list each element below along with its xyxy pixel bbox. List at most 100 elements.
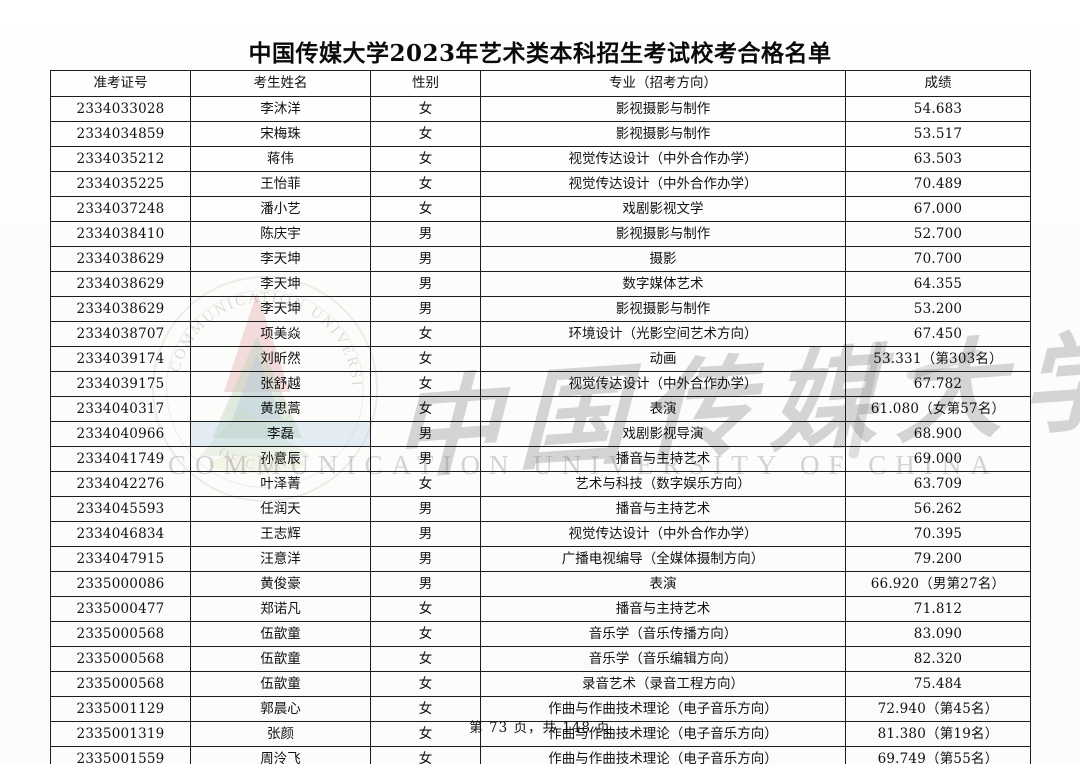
cell-admission-id: 2334038629: [50, 296, 191, 322]
table-row: 2335001559 周泠飞女作曲与作曲技术理论（电子音乐方向） 69.749（第5…: [50, 746, 1031, 764]
cell-score: 52.700: [845, 221, 1031, 247]
table-row: 2334038707 项美焱女环境设计（光影空间艺术方向） 67.450: [50, 321, 1031, 347]
cell-gender: 男: [370, 246, 481, 272]
cell-gender: 女: [370, 596, 481, 622]
cell-major: 播音与主持艺术: [480, 596, 846, 622]
cell-major: 戏剧影视文学: [480, 196, 846, 222]
cell-candidate-name: 孙意辰: [190, 446, 371, 472]
cell-admission-id: 2334040317: [50, 396, 191, 422]
cell-candidate-name: 陈庆宇: [190, 221, 371, 247]
cell-major: 音乐学（音乐编辑方向）: [480, 646, 846, 672]
cell-admission-id: 2334035212: [50, 146, 191, 172]
cell-admission-id: 2335000086: [50, 571, 191, 597]
cell-gender: 女: [370, 171, 481, 197]
table-row: 2335000086 黄俊豪男表演 66.920（男第27名）: [50, 571, 1031, 597]
cell-gender: 女: [370, 196, 481, 222]
cell-major: 影视摄影与制作: [480, 96, 846, 122]
cell-gender: 男: [370, 546, 481, 572]
table-row: 2334039175 张舒越女视觉传达设计（中外合作办学） 67.782: [50, 371, 1031, 397]
cell-major: 戏剧影视导演: [480, 421, 846, 447]
table-header: 准考证号 考生姓名 性别 专业（招考方向） 成绩: [50, 70, 1031, 97]
cell-candidate-name: 周泠飞: [190, 746, 371, 764]
cell-candidate-name: 李天坤: [190, 246, 371, 272]
cell-candidate-name: 郑诺凡: [190, 596, 371, 622]
cell-major: 艺术与科技（数字娱乐方向）: [480, 471, 846, 497]
cell-score: 70.395: [845, 521, 1031, 547]
table-row: 2334040966 李磊男戏剧影视导演 68.900: [50, 421, 1031, 447]
cell-major: 视觉传达设计（中外合作办学）: [480, 521, 846, 547]
table-row: 2334042276 叶泽菁女艺术与科技（数字娱乐方向） 63.709: [50, 471, 1031, 497]
cell-admission-id: 2334037248: [50, 196, 191, 222]
cell-admission-id: 2335000477: [50, 596, 191, 622]
cell-major: 数字媒体艺术: [480, 271, 846, 297]
cell-score: 56.262: [845, 496, 1031, 522]
cell-major: 动画: [480, 346, 846, 372]
table-row: 2334038410 陈庆宇男影视摄影与制作 52.700: [50, 221, 1031, 247]
cell-gender: 女: [370, 96, 481, 122]
cell-candidate-name: 伍歆童: [190, 671, 371, 697]
cell-admission-id: 2334035225: [50, 171, 191, 197]
cell-admission-id: 2334033028: [50, 96, 191, 122]
cell-gender: 男: [370, 446, 481, 472]
cell-score: 68.900: [845, 421, 1031, 447]
cell-gender: 男: [370, 496, 481, 522]
cell-score: 70.489: [845, 171, 1031, 197]
cell-score: 66.920（男第27名）: [845, 571, 1031, 597]
cell-score: 61.080（女第57名）: [845, 396, 1031, 422]
cell-major: 影视摄影与制作: [480, 121, 846, 147]
cell-admission-id: 2334038707: [50, 321, 191, 347]
cell-gender: 女: [370, 146, 481, 172]
cell-candidate-name: 张舒越: [190, 371, 371, 397]
cell-score: 69.000: [845, 446, 1031, 472]
roster-table: 准考证号 考生姓名 性别 专业（招考方向） 成绩 2334033028 李沐洋女影…: [50, 70, 1031, 764]
table-body: 2334033028 李沐洋女影视摄影与制作 54.683 2334034859 宋梅珠…: [50, 96, 1031, 764]
cell-admission-id: 2334042276: [50, 471, 191, 497]
cell-gender: 男: [370, 571, 481, 597]
cell-score: 71.812: [845, 596, 1031, 622]
cell-gender: 男: [370, 271, 481, 297]
table-row: 2335000477 郑诺凡女播音与主持艺术 71.812: [50, 596, 1031, 622]
cell-admission-id: 2334046834: [50, 521, 191, 547]
cell-candidate-name: 李沐洋: [190, 96, 371, 122]
table-row: 2335000568 伍歆童女录音艺术（录音工程方向） 75.484: [50, 671, 1031, 697]
cell-gender: 男: [370, 521, 481, 547]
column-header-id: 准考证号: [50, 70, 191, 97]
cell-score: 67.450: [845, 321, 1031, 347]
cell-admission-id: 2334047915: [50, 546, 191, 572]
cell-major: 录音艺术（录音工程方向）: [480, 671, 846, 697]
cell-admission-id: 2334038410: [50, 221, 191, 247]
cell-candidate-name: 伍歆童: [190, 646, 371, 672]
cell-score: 63.503: [845, 146, 1031, 172]
cell-candidate-name: 黄俊豪: [190, 571, 371, 597]
cell-candidate-name: 叶泽菁: [190, 471, 371, 497]
table-row: 2334038629 李天坤男摄影 70.700: [50, 246, 1031, 272]
cell-score: 82.320: [845, 646, 1031, 672]
cell-score: 54.683: [845, 96, 1031, 122]
cell-candidate-name: 汪意洋: [190, 546, 371, 572]
cell-gender: 女: [370, 321, 481, 347]
cell-admission-id: 2335000568: [50, 646, 191, 672]
cell-gender: 女: [370, 121, 481, 147]
table-row: 2334039174 刘昕然女动画 53.331（第303名）: [50, 346, 1031, 372]
cell-major: 视觉传达设计（中外合作办学）: [480, 146, 846, 172]
cell-gender: 女: [370, 671, 481, 697]
table-row: 2334035225 王怡菲女视觉传达设计（中外合作办学） 70.489: [50, 171, 1031, 197]
cell-major: 播音与主持艺术: [480, 496, 846, 522]
cell-admission-id: 2334038629: [50, 271, 191, 297]
table-row: 2334037248 潘小艺女戏剧影视文学 67.000: [50, 196, 1031, 222]
cell-admission-id: 2335001559: [50, 746, 191, 764]
cell-major: 表演: [480, 396, 846, 422]
cell-gender: 女: [370, 346, 481, 372]
cell-admission-id: 2335000568: [50, 621, 191, 647]
cell-score: 53.200: [845, 296, 1031, 322]
table-row: 2334040317 黄思蒿女表演 61.080（女第57名）: [50, 396, 1031, 422]
cell-candidate-name: 李天坤: [190, 296, 371, 322]
cell-admission-id: 2334039175: [50, 371, 191, 397]
cell-admission-id: 2334040966: [50, 421, 191, 447]
cell-candidate-name: 王志辉: [190, 521, 371, 547]
cell-gender: 男: [370, 221, 481, 247]
column-header-major: 专业（招考方向）: [480, 70, 846, 97]
table-row: 2334045593 任润天男播音与主持艺术 56.262: [50, 496, 1031, 522]
cell-candidate-name: 伍歆童: [190, 621, 371, 647]
table-row: 2334038629 李天坤男影视摄影与制作 53.200: [50, 296, 1031, 322]
